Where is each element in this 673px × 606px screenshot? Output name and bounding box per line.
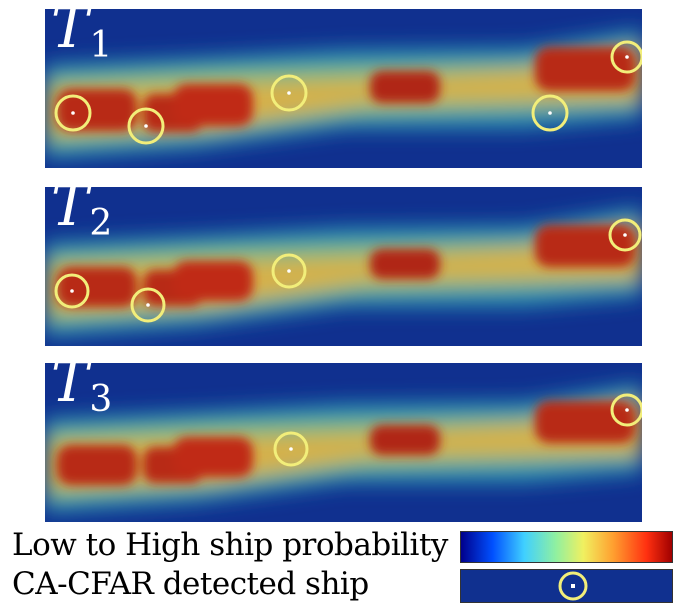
detection-circle xyxy=(54,94,92,132)
detection-example-swatch xyxy=(460,569,673,603)
ship-dot xyxy=(71,111,75,115)
detections-t3 xyxy=(273,393,642,467)
ship-dot xyxy=(625,55,629,59)
detection-circle xyxy=(610,393,642,427)
detection-circle xyxy=(54,273,90,309)
ship-dot xyxy=(548,111,552,115)
detection-circle xyxy=(608,218,642,252)
detection-circle xyxy=(130,287,166,323)
detections-t1 xyxy=(54,40,642,145)
legend-detection-label: CA-CFAR detected ship xyxy=(12,566,369,602)
panel-label-t3: T3 xyxy=(51,363,112,420)
detection-example-marker xyxy=(558,571,588,601)
detection-circle xyxy=(610,40,642,74)
probability-colorbar xyxy=(460,531,673,563)
detections-t2 xyxy=(54,218,642,323)
panel-label-t2: T2 xyxy=(51,187,112,244)
detection-circle xyxy=(271,253,307,289)
heatmap-panel-t2: T2 xyxy=(45,187,642,346)
ship-dot xyxy=(70,289,74,293)
detection-circle xyxy=(273,431,309,467)
heatmap-panel-t1: T1 xyxy=(45,9,642,168)
detection-circle xyxy=(558,571,588,601)
detection-circle xyxy=(270,74,308,112)
ship-dot xyxy=(144,124,148,128)
panel-label-t1: T1 xyxy=(51,9,112,66)
ship-dot xyxy=(571,584,575,588)
ship-dot xyxy=(289,447,293,451)
ship-dot xyxy=(623,233,627,237)
legend-probability-label: Low to High ship probability xyxy=(12,527,448,563)
detection-circle xyxy=(531,94,569,132)
detection-circle xyxy=(127,107,165,145)
heatmap-t3-image xyxy=(45,363,642,522)
heatmap-t1-image xyxy=(45,9,642,168)
ship-dot xyxy=(625,408,629,412)
ship-dot xyxy=(146,303,150,307)
heatmap-panel-t3: T3 xyxy=(45,363,642,522)
ship-dot xyxy=(287,269,291,273)
ship-dot xyxy=(287,91,291,95)
